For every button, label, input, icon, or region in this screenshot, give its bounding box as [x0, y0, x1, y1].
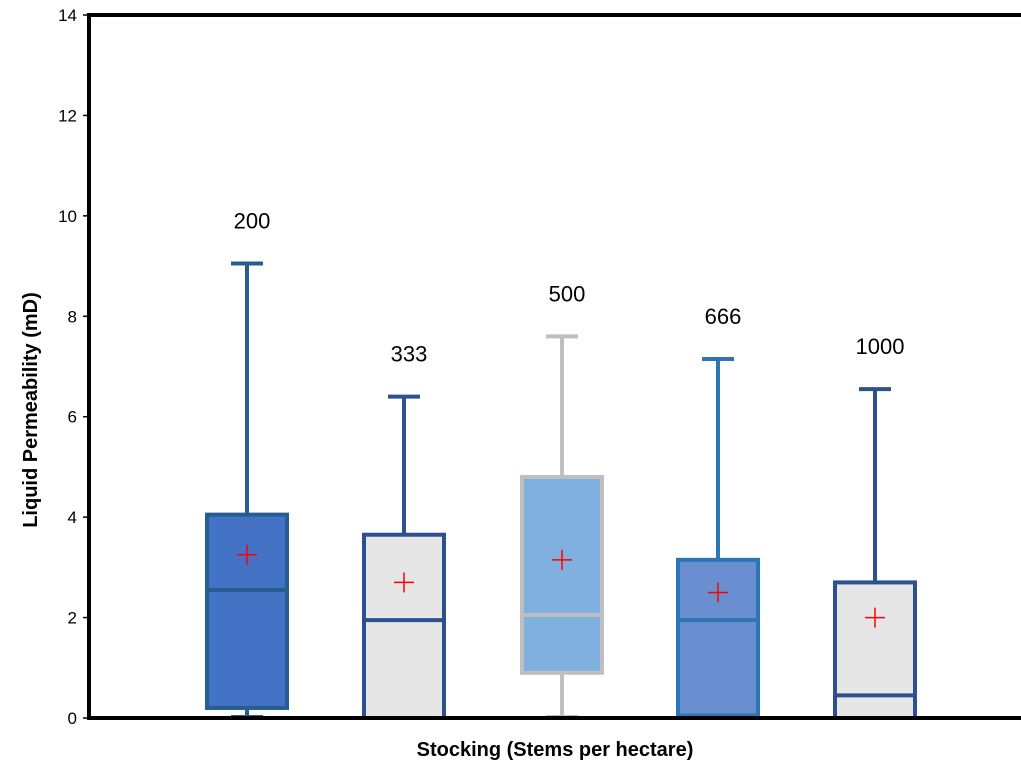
category-label-200: 200 — [234, 209, 271, 234]
y-tick-label-14: 14 — [58, 6, 77, 25]
x-axis-title: Stocking (Stems per hectare) — [417, 739, 694, 761]
y-tick-label-10: 10 — [58, 207, 77, 226]
category-label-1000: 1000 — [856, 334, 905, 359]
axes-group: 0 2 4 6 8 10 12 14 — [58, 6, 1021, 728]
box-200: 200 — [205, 209, 289, 719]
box-1000: 1000 — [833, 334, 917, 721]
box-iqr-1000 — [833, 580, 917, 721]
box-666: 666 — [676, 304, 760, 719]
y-tick-label-4: 4 — [68, 508, 77, 527]
category-label-333: 333 — [391, 342, 428, 367]
y-tick-label-8: 8 — [68, 307, 77, 326]
y-tick-label-12: 12 — [58, 106, 77, 125]
boxes-group: 200 333 500 666 1000 — [205, 209, 917, 721]
box-iqr-500 — [520, 474, 604, 675]
y-tick-label-6: 6 — [68, 408, 77, 427]
category-label-666: 666 — [705, 304, 742, 329]
category-label-500: 500 — [549, 281, 586, 306]
box-iqr-333 — [362, 532, 446, 720]
y-axis-title: Liquid Permeability (mD) — [20, 292, 42, 528]
y-tick-label-2: 2 — [68, 609, 77, 628]
box-iqr-200 — [205, 512, 289, 710]
box-500: 500 — [520, 281, 604, 719]
y-tick-label-0: 0 — [68, 709, 77, 728]
box-333: 333 — [362, 342, 446, 720]
